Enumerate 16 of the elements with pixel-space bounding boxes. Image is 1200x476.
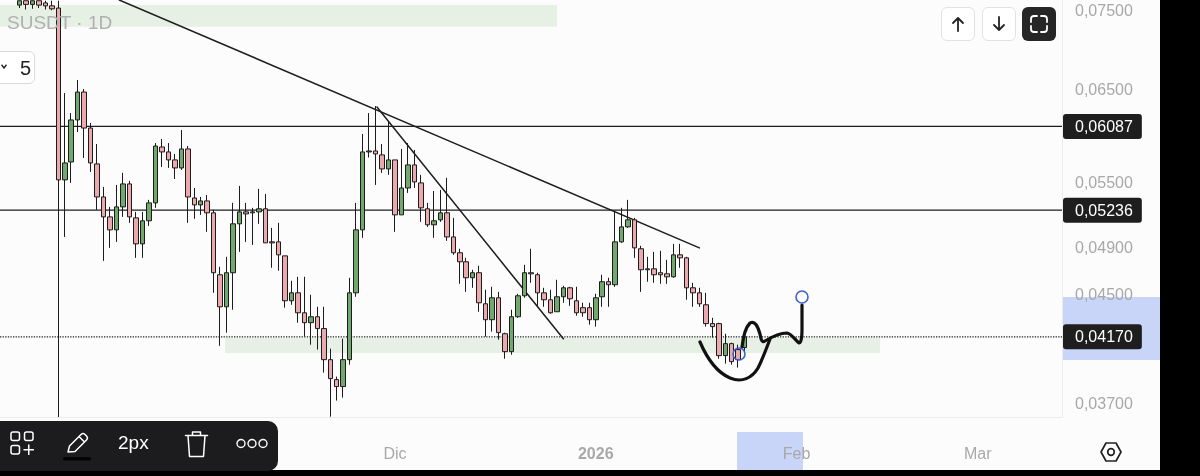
- y-tick-label: 0,04500: [1075, 285, 1133, 303]
- number-field: 5: [0, 51, 35, 84]
- annotation: 5: [20, 57, 32, 80]
- ref-line-label: 0,06087: [1075, 117, 1133, 135]
- ref-line-label: 0,04170: [1075, 328, 1133, 346]
- x-tick-label: 2026: [577, 444, 614, 462]
- y-tick-label: 0,03700: [1075, 394, 1133, 412]
- ref-line-label: 0,05236: [1075, 201, 1133, 219]
- x-tick-label: Dic: [383, 444, 407, 462]
- x-tick-label: Feb: [782, 444, 811, 462]
- x-tick-label: Mar: [964, 444, 993, 462]
- y-tick-label: 0,06500: [1075, 81, 1133, 99]
- y-tick-label: 0,07500: [1075, 1, 1133, 19]
- y-tick-label: 0,05500: [1075, 174, 1133, 192]
- y-tick-label: 0,04900: [1075, 238, 1133, 256]
- drawing-toolbar: 2px: [0, 421, 278, 471]
